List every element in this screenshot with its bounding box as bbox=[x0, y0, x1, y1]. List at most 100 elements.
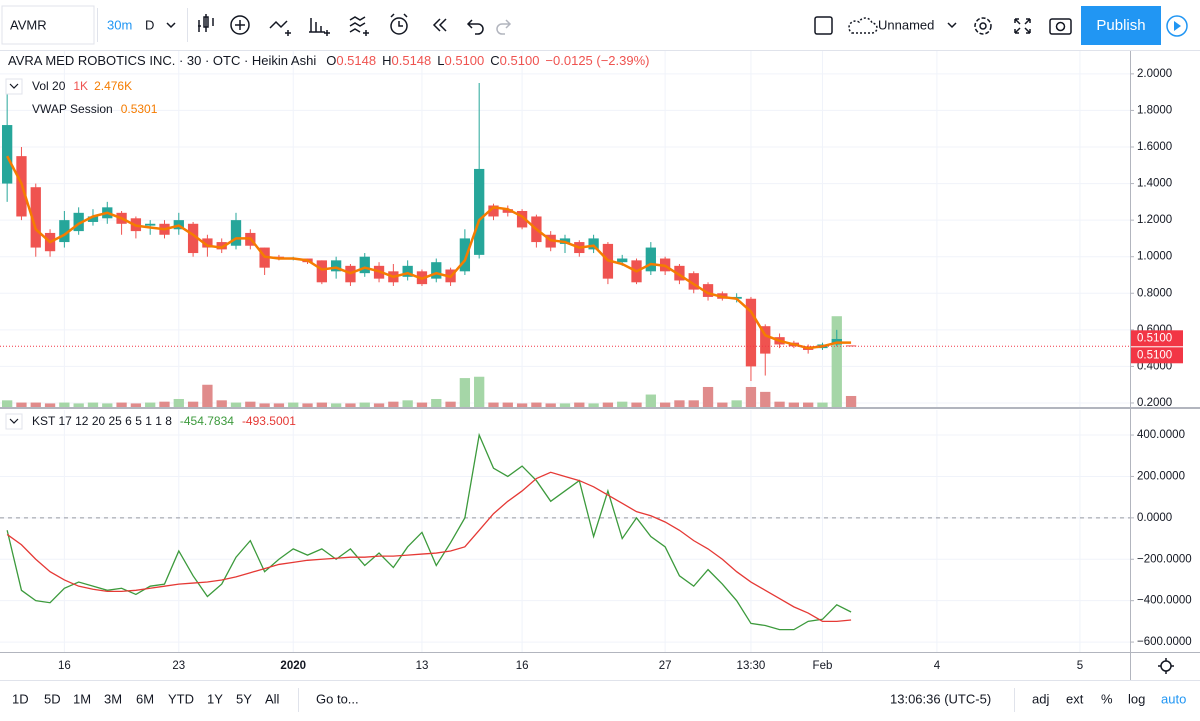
bottom-bar: 1D 5D 1M 3M 6M YTD 1Y 5Y All adj ext% log auto bbox=[12, 691, 1186, 706]
range-button[interactable]: 5Y bbox=[236, 691, 252, 706]
volume-bar bbox=[445, 401, 456, 407]
volume-bar bbox=[574, 402, 585, 407]
play-circle[interactable] bbox=[1166, 15, 1188, 37]
x-tick-label: Feb bbox=[813, 660, 833, 672]
fullscreen-icon[interactable] bbox=[1014, 18, 1031, 34]
volume-bar bbox=[831, 316, 842, 407]
candle-body bbox=[474, 168, 485, 255]
y-tick-label: 1.8000 bbox=[1137, 104, 1172, 116]
collapse-button[interactable] bbox=[5, 78, 23, 95]
symbol-box[interactable] bbox=[1, 5, 95, 45]
alert-icon[interactable] bbox=[390, 17, 408, 35]
range-button[interactable]: 1Y bbox=[207, 691, 223, 706]
range-button[interactable]: 5D bbox=[44, 691, 61, 706]
indicator-value: -454.7834 bbox=[180, 414, 234, 428]
axis-option[interactable]: ext bbox=[1066, 691, 1084, 706]
volume-bar bbox=[102, 403, 113, 407]
y-tick-label: 0.0000 bbox=[1137, 512, 1172, 524]
axis-option[interactable]: adj bbox=[1032, 691, 1049, 706]
collapse-icon[interactable] bbox=[9, 83, 19, 89]
vwap-line bbox=[6, 155, 852, 350]
range-button[interactable]: 1M bbox=[73, 691, 91, 706]
ohlc-label: H bbox=[382, 53, 391, 68]
financials-icon[interactable] bbox=[309, 18, 330, 36]
layout-name[interactable]: Unnamed bbox=[878, 17, 934, 32]
candle-body bbox=[402, 265, 413, 277]
volume-legend: Vol 20 1K 2.476K bbox=[32, 79, 132, 93]
volume-bar bbox=[688, 400, 699, 407]
candle-body bbox=[745, 298, 757, 367]
settings-icon[interactable] bbox=[974, 17, 992, 35]
ohlc-value: 0.5148 bbox=[392, 53, 432, 68]
range-button[interactable]: 6M bbox=[136, 691, 154, 706]
symbol[interactable]: AVMR bbox=[10, 17, 47, 32]
chart-style-icon[interactable] bbox=[198, 14, 214, 32]
volume-bar bbox=[617, 401, 628, 407]
volume-bar bbox=[402, 400, 413, 407]
snapshot-icon[interactable] bbox=[1049, 18, 1072, 35]
replay-icon[interactable] bbox=[432, 18, 447, 32]
select-box-icon[interactable] bbox=[814, 16, 833, 35]
legend-title: AVRA MED ROBOTICS INC. · 30 · OTC · Heik… bbox=[8, 53, 316, 68]
indicator-line bbox=[6, 471, 852, 623]
volume-bar bbox=[416, 402, 428, 407]
candle-body bbox=[316, 260, 327, 283]
candle-body bbox=[459, 238, 471, 272]
volume-bar bbox=[531, 402, 542, 407]
dropdown-icon[interactable] bbox=[947, 22, 957, 29]
volume-bar bbox=[431, 398, 442, 407]
indicator-line bbox=[6, 432, 852, 631]
candle-body bbox=[702, 284, 714, 297]
candle-body bbox=[216, 242, 227, 250]
redo-icon[interactable] bbox=[496, 19, 512, 35]
dropdown-icon[interactable] bbox=[166, 22, 176, 29]
range-button[interactable]: 1D bbox=[12, 691, 29, 706]
volume-bar bbox=[588, 403, 599, 407]
axis-settings-icon[interactable] bbox=[1160, 660, 1172, 672]
axis-option[interactable]: auto bbox=[1161, 691, 1186, 706]
indicator-name: Vol 20 bbox=[32, 79, 66, 93]
candle-body bbox=[431, 262, 442, 279]
volume-bar bbox=[73, 403, 84, 407]
axis-option[interactable]: % bbox=[1101, 691, 1113, 706]
publish-button[interactable] bbox=[1081, 6, 1161, 45]
y-tick-label: 200.0000 bbox=[1137, 470, 1185, 482]
volume-bar bbox=[388, 401, 399, 407]
plot-layer: 16 23 2020 13 16 27 13:30 Feb 4 50.20000.40000.60… bbox=[0, 51, 1192, 672]
candle-body bbox=[617, 258, 628, 263]
goto[interactable]: Go to... bbox=[316, 691, 359, 706]
x-tick-label: 5 bbox=[1077, 660, 1083, 672]
play-button[interactable] bbox=[1162, 6, 1200, 45]
candle-body bbox=[87, 216, 99, 222]
x-tick-label: 16 bbox=[516, 660, 529, 672]
interval[interactable]: 30m bbox=[107, 17, 132, 32]
range-button[interactable]: YTD bbox=[168, 691, 194, 706]
axis-option[interactable]: log bbox=[1128, 691, 1145, 706]
collapse-icon[interactable] bbox=[9, 418, 19, 424]
compare-icon[interactable] bbox=[230, 15, 250, 35]
candle-body bbox=[760, 326, 771, 354]
range[interactable]: D bbox=[145, 17, 154, 32]
y-tick-label: 0.8000 bbox=[1137, 287, 1172, 299]
ohlc-label: O bbox=[326, 53, 336, 68]
undo-icon[interactable] bbox=[466, 19, 484, 35]
volume-bar bbox=[202, 384, 213, 407]
candle-body bbox=[588, 238, 599, 250]
publish-label[interactable]: Publish bbox=[1096, 17, 1145, 34]
range-button[interactable]: All bbox=[265, 691, 280, 706]
y-tick-label: 1.0000 bbox=[1137, 251, 1172, 263]
range-button[interactable]: 3M bbox=[104, 691, 122, 706]
volume-bar bbox=[173, 398, 184, 407]
candle-body bbox=[145, 223, 156, 226]
candle-body bbox=[2, 125, 13, 184]
indicators-icon[interactable] bbox=[269, 20, 291, 36]
templates-icon[interactable] bbox=[349, 16, 369, 36]
volume-bar bbox=[30, 402, 41, 407]
collapse-button[interactable] bbox=[5, 413, 23, 430]
volume-bar bbox=[659, 402, 671, 407]
vwap-legend: VWAP Session 0.5301 bbox=[32, 102, 158, 116]
volume-bar bbox=[130, 403, 142, 407]
symbol-legend: AVRA MED ROBOTICS INC. · 30 · OTC · Heik… bbox=[8, 53, 650, 68]
